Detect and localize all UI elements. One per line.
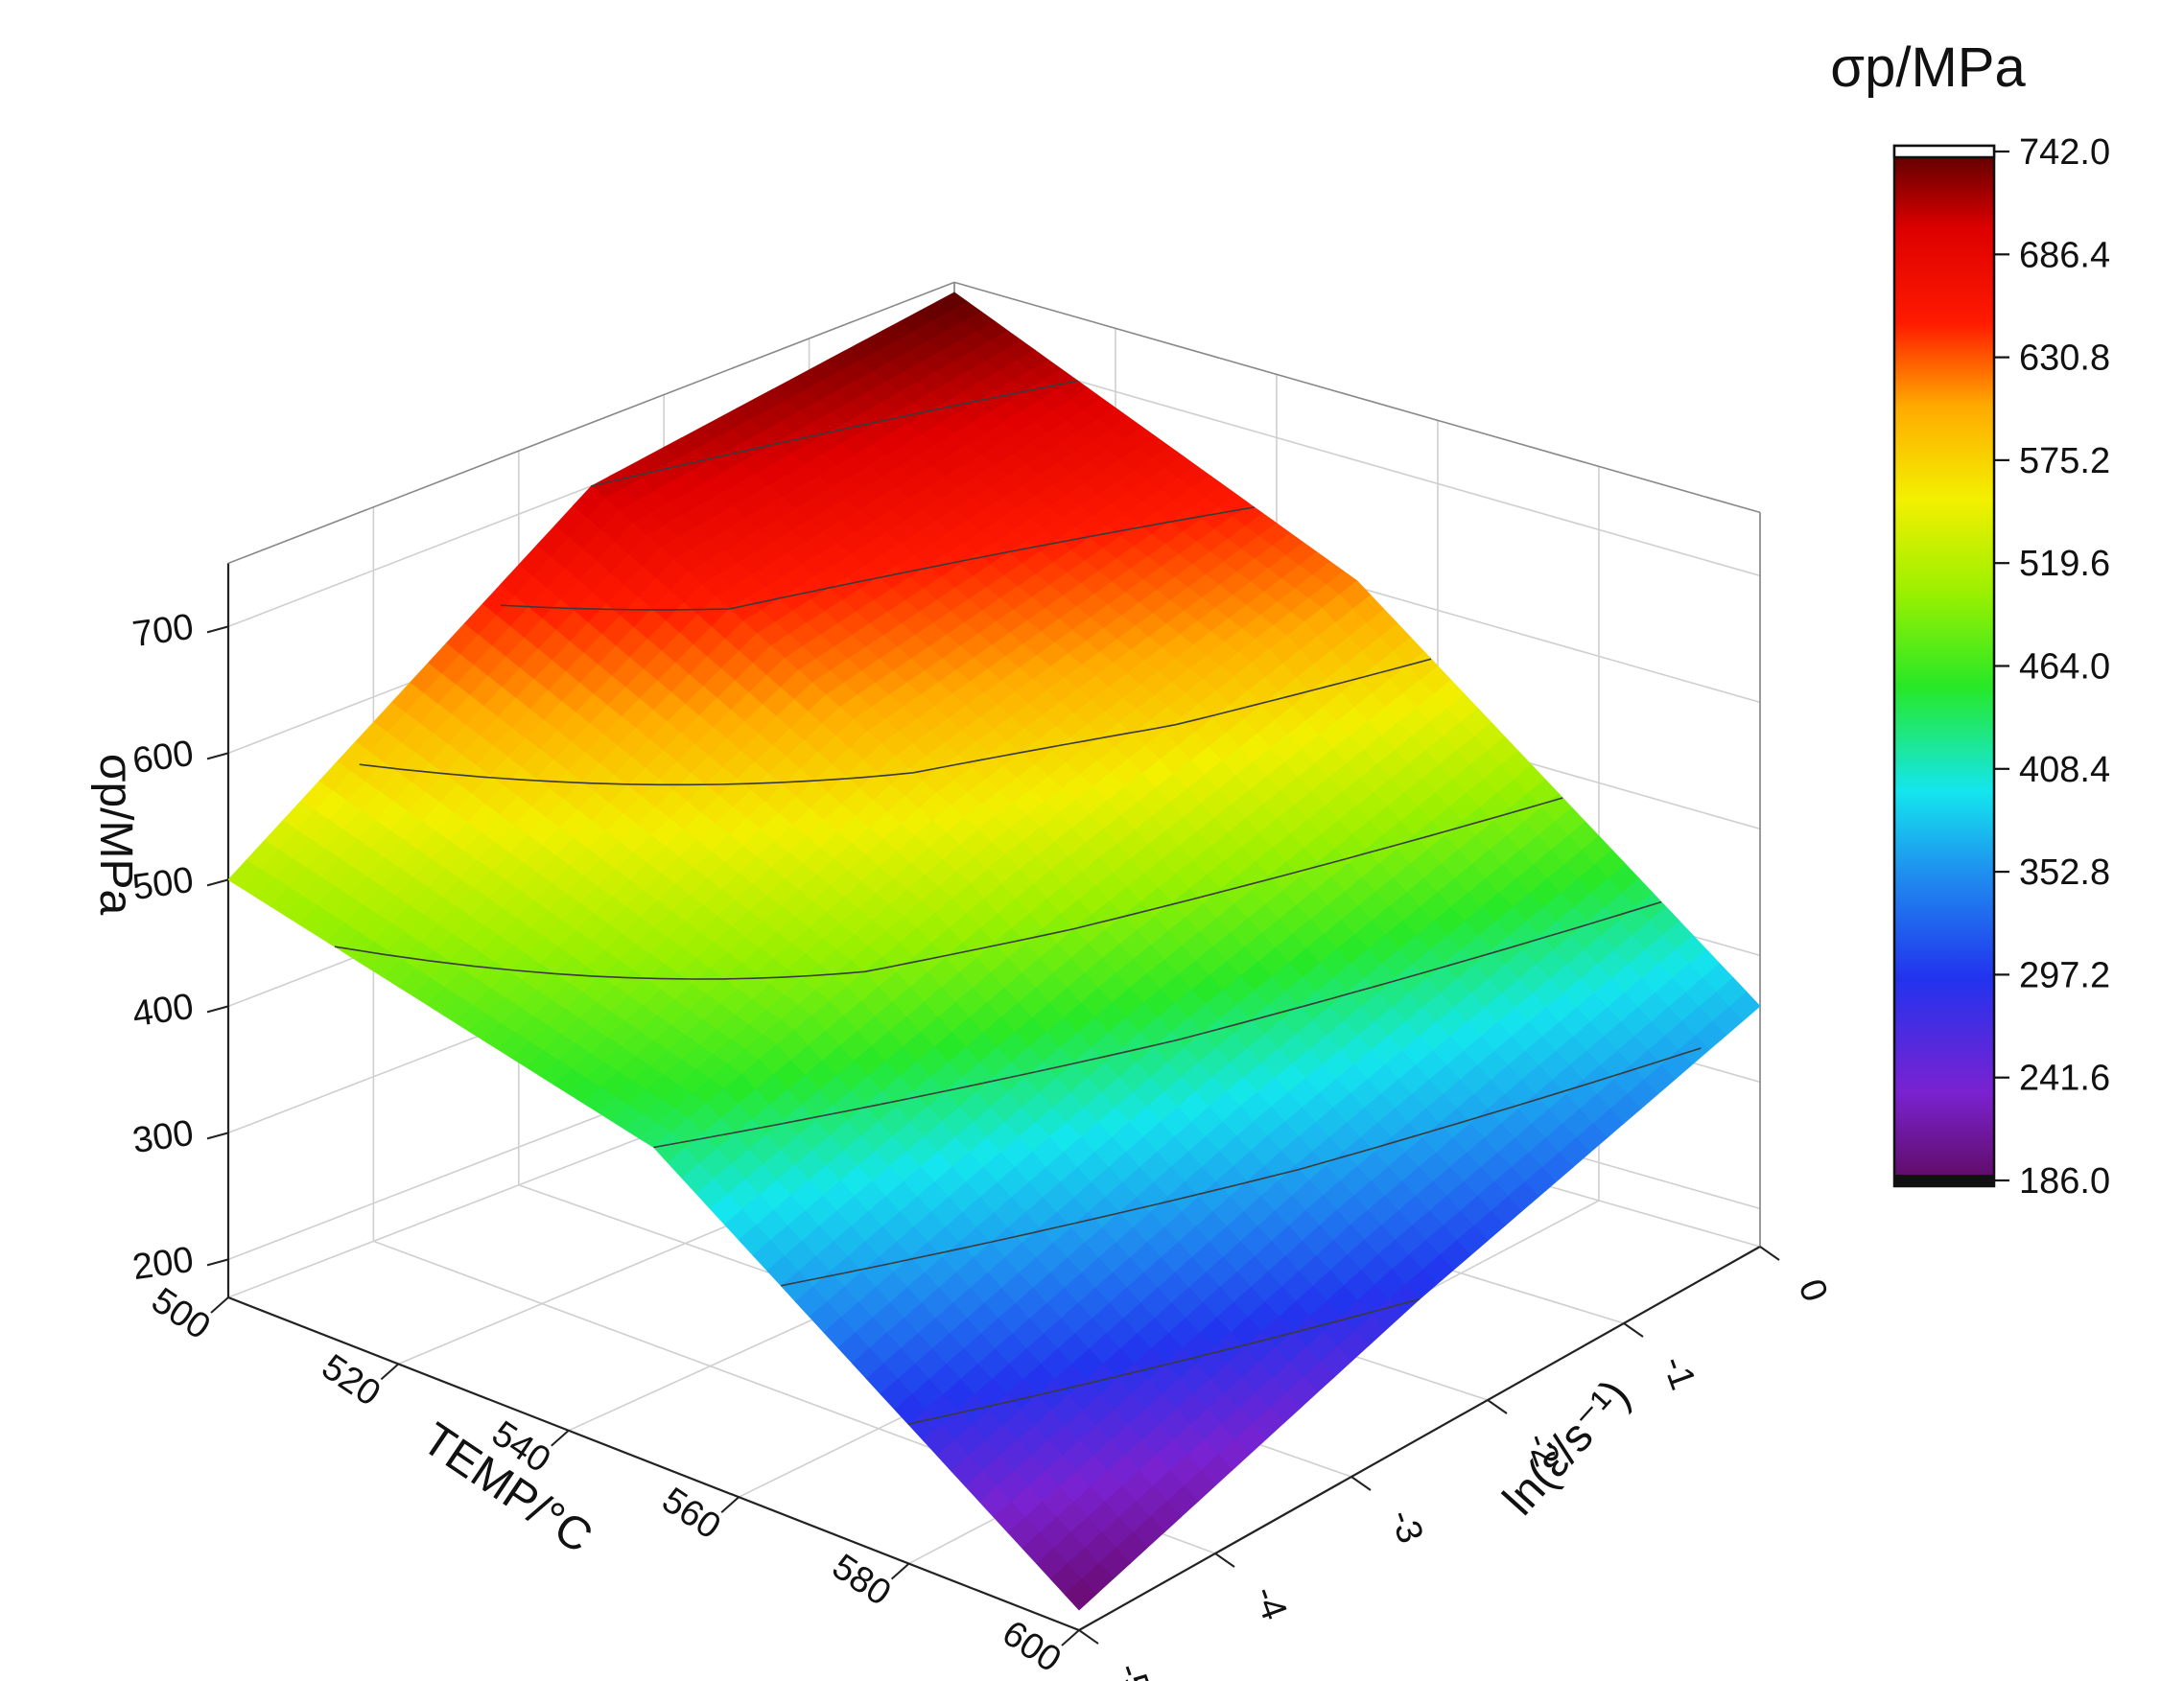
colorbar-bottom-cap <box>1894 1175 1994 1186</box>
x-tick-label: 560 <box>655 1480 728 1547</box>
z-tick-label: 600 <box>130 734 197 782</box>
y-tick <box>1350 1476 1372 1491</box>
colorbar-tick-label: 464.0 <box>2019 647 2110 688</box>
y-tick-label: -4 <box>1246 1581 1295 1625</box>
y-tick-label: -5 <box>1110 1658 1159 1681</box>
contour-line <box>500 506 1255 611</box>
contour-line <box>781 1047 1702 1287</box>
x-axis-line <box>227 1296 1080 1632</box>
x-tick <box>720 1496 740 1513</box>
colorbar-tick-label: 575.2 <box>2019 441 2110 481</box>
y-tick-label: -1 <box>1655 1351 1703 1395</box>
z-tick <box>206 878 229 887</box>
grid-line <box>953 344 1761 577</box>
x-tick <box>551 1430 570 1447</box>
y-tick <box>1214 1553 1235 1568</box>
colorbar-tick-label: 408.4 <box>2019 750 2110 790</box>
colorbar-scale <box>1892 144 1996 1188</box>
colorbar-tick-label: 352.8 <box>2019 852 2110 893</box>
y-axis-label: ln(ε̇/s⁻¹) <box>1493 1370 1640 1525</box>
contour-line <box>359 658 1432 786</box>
colorbar-tick-label: 297.2 <box>2019 955 2110 995</box>
x-tick-label: 520 <box>315 1347 387 1414</box>
y-tick <box>1759 1246 1780 1261</box>
y-tick <box>1623 1322 1644 1338</box>
x-tick-label: 500 <box>144 1280 217 1347</box>
stress-surface <box>227 292 1761 1611</box>
y-axis-line <box>1078 1246 1761 1631</box>
colorbar-tick-label: 241.6 <box>2019 1059 2110 1099</box>
colorbar-tick-label: 186.0 <box>2019 1161 2110 1202</box>
z-tick-label: 300 <box>130 1113 197 1161</box>
y-tick-label: -3 <box>1382 1505 1431 1549</box>
contour-line <box>334 797 1563 980</box>
axis-frame <box>226 281 1761 1632</box>
x-tick <box>380 1363 400 1381</box>
top-edge <box>227 281 955 565</box>
colorbar-tick-label: 519.6 <box>2019 544 2110 584</box>
y-tick <box>1487 1399 1508 1414</box>
x-tick <box>890 1562 910 1580</box>
colorbar-tick-label: 742.0 <box>2019 132 2110 173</box>
contour-line <box>591 380 1078 487</box>
z-tick-label: 200 <box>130 1240 197 1288</box>
z-tick <box>206 625 229 634</box>
surface-cell <box>1064 1578 1097 1611</box>
colorbar-title: σp/MPa <box>1830 36 2026 99</box>
z-tick-label: 400 <box>130 987 197 1035</box>
z-tick <box>206 1258 229 1267</box>
x-tick-label: 580 <box>825 1547 898 1614</box>
colorbar-top-cap <box>1892 144 1996 159</box>
y-tick-label: 0 <box>1791 1274 1836 1307</box>
z-tick <box>206 1005 229 1014</box>
x-tick <box>210 1296 229 1314</box>
colorbar-tick-label: 630.8 <box>2019 339 2110 379</box>
contour-line <box>907 1298 1421 1425</box>
colorbar: σp/MPa 742.0 686.4 630.8 575.2 519.6 464.0 408… <box>1830 36 2110 1202</box>
z-axis-label: σp/MPa <box>90 754 141 916</box>
z-tick <box>206 752 229 760</box>
y-tick <box>1078 1629 1099 1645</box>
z-tick-label: 500 <box>130 860 197 908</box>
contour-line <box>653 900 1662 1149</box>
z-tick <box>206 1132 229 1140</box>
x-tick <box>1061 1629 1080 1646</box>
colorbar-tick-label: 686.4 <box>2019 235 2110 275</box>
top-edge <box>953 281 1761 514</box>
x-tick-label: 600 <box>995 1613 1068 1680</box>
z-tick-label: 700 <box>130 607 197 655</box>
contour-lines <box>334 380 1702 1425</box>
